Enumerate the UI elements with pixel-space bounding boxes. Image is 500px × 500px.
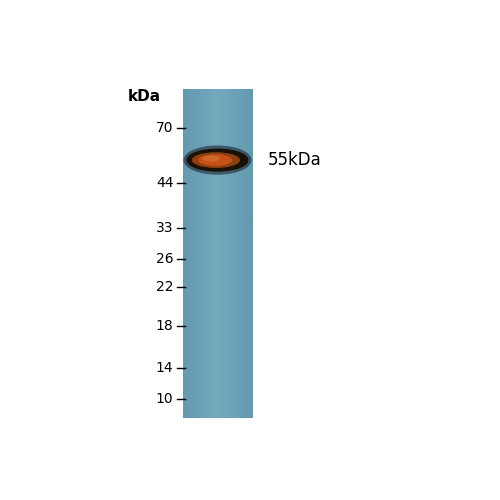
Text: 22: 22 xyxy=(156,280,174,294)
Text: kDa: kDa xyxy=(128,90,160,104)
Text: 18: 18 xyxy=(156,318,174,332)
Text: 14: 14 xyxy=(156,361,174,375)
Text: 55kDa: 55kDa xyxy=(268,151,322,169)
Text: 33: 33 xyxy=(156,221,174,235)
Ellipse shape xyxy=(184,146,252,174)
Ellipse shape xyxy=(198,154,232,166)
Ellipse shape xyxy=(202,156,220,162)
Ellipse shape xyxy=(186,148,248,172)
Text: 26: 26 xyxy=(156,252,174,266)
Text: 10: 10 xyxy=(156,392,174,406)
Text: 70: 70 xyxy=(156,121,174,135)
Text: 44: 44 xyxy=(156,176,174,190)
Ellipse shape xyxy=(192,152,240,168)
